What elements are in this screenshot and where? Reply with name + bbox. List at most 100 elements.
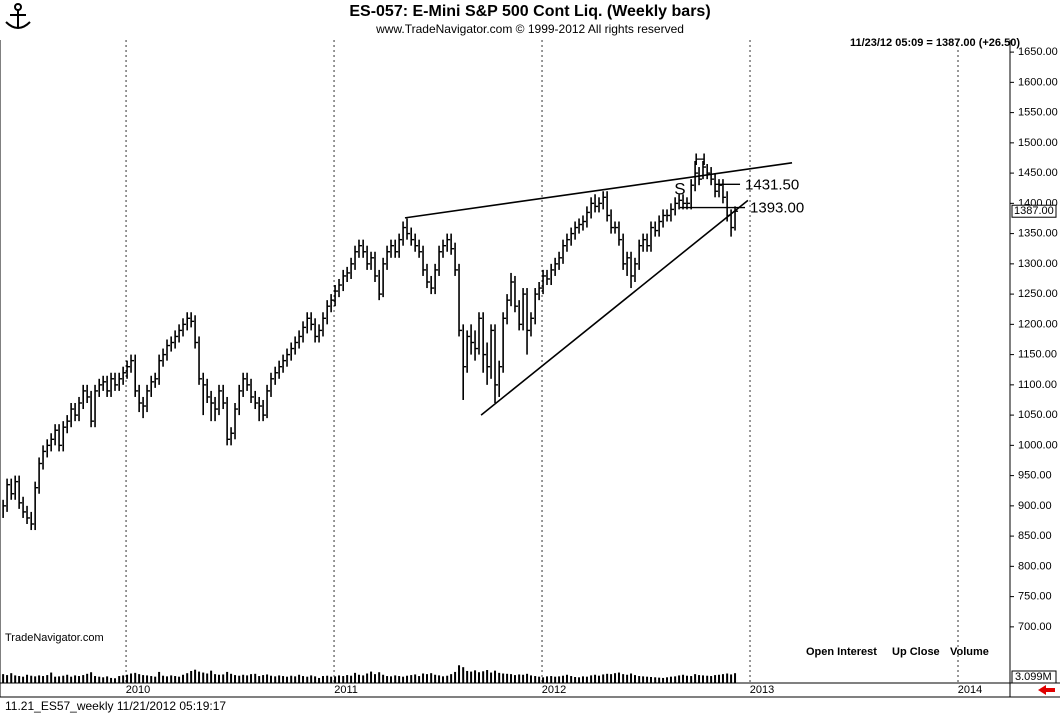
volume-bar bbox=[214, 674, 217, 683]
volume-bar bbox=[118, 676, 121, 683]
volume-bar bbox=[690, 676, 693, 683]
volume-bar bbox=[418, 676, 421, 683]
scroll-arrow[interactable] bbox=[1038, 685, 1055, 695]
volume-bar bbox=[338, 675, 341, 683]
volume-bar bbox=[513, 675, 516, 683]
price-line-label: 1431.50 bbox=[745, 176, 799, 193]
volume-bar bbox=[682, 674, 685, 683]
volume-bar bbox=[526, 673, 529, 683]
volume-bar bbox=[442, 676, 445, 683]
volume-bar bbox=[626, 674, 629, 683]
volume-bar bbox=[386, 676, 389, 683]
volume-bar bbox=[170, 675, 173, 683]
volume-bar bbox=[546, 676, 549, 683]
volume-bar bbox=[734, 673, 737, 683]
volume-bar bbox=[654, 677, 657, 683]
volume-bar bbox=[698, 675, 701, 683]
price-line-label: 1393.00 bbox=[750, 200, 804, 217]
volume-bar bbox=[290, 675, 293, 683]
volume-bar bbox=[558, 676, 561, 683]
volume-bar bbox=[278, 675, 281, 683]
volume-bar bbox=[230, 673, 233, 683]
y-tick-label: 850.00 bbox=[1018, 530, 1052, 542]
volume-bar bbox=[70, 676, 73, 683]
volume-bar bbox=[730, 674, 733, 683]
volume-bar bbox=[138, 674, 141, 683]
y-tick-label: 1450.00 bbox=[1018, 167, 1058, 179]
volume-bar bbox=[466, 670, 469, 683]
volume-bar bbox=[662, 677, 665, 683]
volume-bar bbox=[142, 675, 145, 683]
volume-bar bbox=[518, 674, 521, 683]
volume-bar bbox=[494, 670, 497, 683]
volume-bar bbox=[710, 676, 713, 683]
volume-bar bbox=[614, 673, 617, 683]
volume-bar bbox=[382, 674, 385, 683]
volume-bar bbox=[502, 673, 505, 683]
y-tick-label: 750.00 bbox=[1018, 591, 1052, 603]
volume-bar bbox=[362, 675, 365, 683]
volume-bar bbox=[74, 675, 77, 683]
volume-bar bbox=[374, 674, 377, 683]
volume-bar bbox=[318, 677, 321, 683]
volume-bar bbox=[282, 676, 285, 683]
volume-bar bbox=[390, 676, 393, 683]
volume-bar bbox=[110, 677, 113, 683]
x-tick-label: 2010 bbox=[126, 684, 150, 696]
volume-bar bbox=[666, 677, 669, 683]
volume-bar bbox=[274, 676, 277, 683]
x-tick-label: 2014 bbox=[958, 684, 982, 696]
volume-bar bbox=[202, 672, 205, 683]
volume-bar bbox=[270, 675, 273, 683]
volume-bar bbox=[26, 674, 29, 683]
volume-bar bbox=[350, 675, 353, 683]
y-tick-label: 1350.00 bbox=[1018, 228, 1058, 240]
volume-bar bbox=[446, 675, 449, 683]
volume-bar bbox=[402, 676, 405, 683]
volume-bar bbox=[354, 672, 357, 683]
pattern-label: S bbox=[674, 180, 685, 199]
volume-bar bbox=[594, 674, 597, 683]
volume-bar bbox=[550, 676, 553, 683]
volume-bar bbox=[578, 677, 581, 683]
y-tick-label: 900.00 bbox=[1018, 500, 1052, 512]
volume-bar bbox=[258, 676, 261, 683]
volume-bar bbox=[6, 675, 9, 683]
volume-bar bbox=[357, 674, 360, 683]
volume-bar bbox=[10, 673, 13, 683]
volume-bar bbox=[238, 675, 241, 683]
x-tick-label: 2013 bbox=[750, 684, 774, 696]
volume-bar bbox=[718, 674, 721, 683]
volume-bar bbox=[126, 674, 129, 683]
volume-bar bbox=[590, 675, 593, 683]
volume-bar bbox=[482, 671, 485, 683]
volume-bar bbox=[154, 676, 157, 683]
volume-bar bbox=[82, 675, 85, 683]
volume-bar bbox=[206, 673, 209, 683]
volume-bar bbox=[94, 676, 97, 683]
volume-bar bbox=[522, 674, 525, 683]
trendline bbox=[404, 162, 793, 219]
y-tick-label: 1550.00 bbox=[1018, 107, 1058, 119]
volume-bar bbox=[438, 675, 441, 683]
volume-bar bbox=[646, 676, 649, 683]
legend-item: Open Interest bbox=[806, 646, 877, 658]
volume-bar bbox=[394, 675, 397, 683]
volume-bar bbox=[726, 673, 729, 683]
volume-bar bbox=[650, 676, 653, 683]
volume-bar bbox=[226, 671, 229, 683]
volume-bar bbox=[234, 675, 237, 683]
y-tick-label: 950.00 bbox=[1018, 470, 1052, 482]
y-tick-label: 1050.00 bbox=[1018, 409, 1058, 421]
volume-bar bbox=[422, 673, 425, 683]
volume-bar bbox=[633, 675, 636, 683]
volume-bar bbox=[38, 675, 41, 683]
volume-bar bbox=[58, 676, 61, 683]
volume-bar bbox=[106, 676, 109, 683]
volume-bar bbox=[42, 676, 45, 683]
volume-bar bbox=[150, 676, 153, 683]
volume-bar bbox=[54, 676, 57, 683]
volume-bar bbox=[378, 672, 381, 683]
volume-bar bbox=[114, 678, 117, 683]
